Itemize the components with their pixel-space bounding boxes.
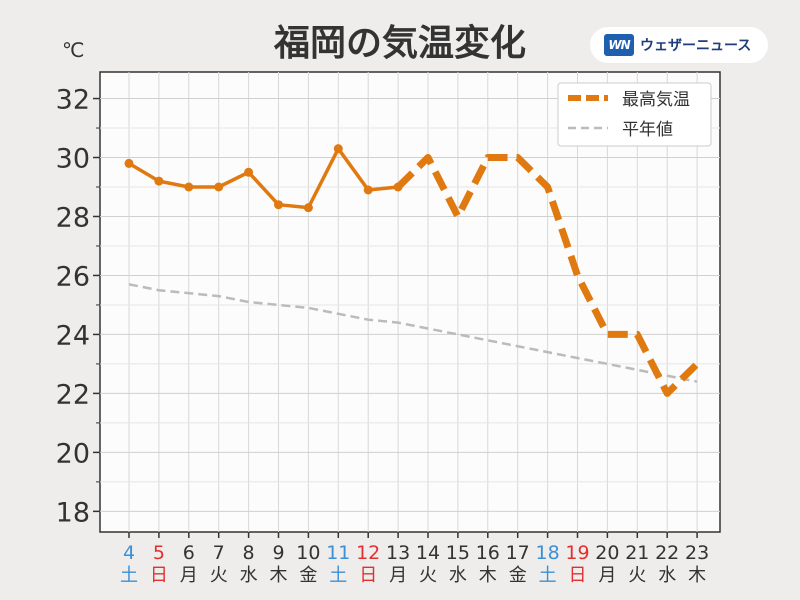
y-tick-label: 22 — [56, 379, 90, 410]
series-max-temp — [124, 144, 700, 397]
y-tick-label: 28 — [56, 202, 90, 233]
max-temp-point — [214, 182, 224, 192]
y-tick-label: 20 — [56, 438, 90, 469]
x-tick-label-weekday: 水 — [449, 565, 467, 586]
max-temp-point — [154, 176, 164, 186]
x-tick-label-day: 12 — [356, 542, 380, 564]
max-temp-point — [184, 182, 194, 192]
x-tick-label-weekday: 水 — [240, 565, 258, 586]
x-tick-label-day: 19 — [565, 542, 589, 564]
y-tick-label: 24 — [56, 320, 90, 351]
x-tick-label-day: 20 — [595, 542, 619, 564]
x-axis: 4土5日6月7火8水9木10金11土12日13月14火15水16木17金18土1… — [120, 532, 709, 586]
x-tick-label-day: 15 — [446, 542, 470, 564]
x-tick-label-day: 14 — [416, 542, 440, 564]
x-tick-label-day: 5 — [153, 542, 165, 564]
y-tick-label: 26 — [56, 261, 90, 292]
normal-temp-line — [128, 283, 698, 383]
x-tick-label-day: 17 — [506, 542, 530, 564]
x-tick-label-weekday: 土 — [120, 565, 138, 586]
grid — [100, 72, 720, 532]
max-temp-point — [274, 200, 283, 210]
legend: 最高気温 平年値 — [557, 82, 712, 147]
x-tick-label-day: 11 — [326, 542, 350, 564]
legend-max-temp-label: 最高気温 — [622, 90, 690, 110]
x-tick-label-weekday: 月 — [180, 565, 198, 586]
max-temp-point — [363, 185, 373, 195]
x-tick-label-weekday: 土 — [329, 565, 347, 586]
y-tick-label: 30 — [56, 144, 90, 175]
x-tick-label-day: 10 — [296, 542, 320, 564]
y-tick-label: 18 — [56, 497, 90, 528]
max-temp-observed-line — [128, 146, 399, 210]
x-tick-label-day: 9 — [272, 542, 284, 564]
x-tick-label-weekday: 日 — [150, 565, 168, 586]
x-tick-label-weekday: 月 — [598, 565, 616, 586]
x-tick-label-weekday: 日 — [359, 565, 377, 586]
max-temp-point — [303, 203, 313, 213]
max-temp-point — [333, 144, 343, 154]
x-tick-label-day: 8 — [243, 542, 255, 564]
x-tick-label-weekday: 金 — [299, 565, 317, 586]
max-temp-point — [244, 167, 254, 177]
max-temp-forecast-line — [395, 154, 700, 397]
x-tick-label-day: 4 — [123, 542, 135, 564]
y-axis: 18 20 22 24 26 28 30 32 — [56, 85, 100, 528]
x-tick-label-day: 18 — [536, 542, 560, 564]
x-tick-label-day: 21 — [625, 542, 649, 564]
max-temp-point — [393, 182, 403, 192]
x-tick-label-weekday: 木 — [270, 565, 288, 586]
x-tick-label-day: 23 — [685, 542, 709, 564]
x-tick-label-day: 22 — [655, 542, 679, 564]
chart-title: 福岡の気温変化 — [273, 23, 526, 64]
x-tick-label-day: 6 — [183, 542, 195, 564]
weathernews-logo: WN ウェザーニュース — [590, 27, 768, 63]
x-tick-label-weekday: 日 — [569, 565, 587, 586]
max-temp-point — [124, 158, 134, 168]
x-tick-label-weekday: 火 — [628, 565, 646, 586]
x-tick-label-day: 13 — [386, 542, 410, 564]
legend-normal-temp-label: 平年値 — [622, 120, 673, 140]
x-tick-label-weekday: 月 — [389, 565, 407, 586]
x-tick-label-day: 16 — [476, 542, 500, 564]
series-normal-temp — [128, 283, 698, 383]
x-tick-label-weekday: 火 — [210, 565, 228, 586]
logo-mark-icon: WN — [604, 34, 634, 56]
y-axis-unit: ℃ — [62, 38, 85, 62]
x-tick-label-weekday: 火 — [419, 565, 437, 586]
y-tick-label: 32 — [56, 85, 90, 116]
x-tick-label-day: 7 — [213, 542, 225, 564]
plot-area — [99, 71, 721, 533]
x-tick-label-weekday: 木 — [688, 565, 706, 586]
x-tick-label-weekday: 水 — [658, 565, 676, 586]
x-tick-label-weekday: 金 — [509, 565, 527, 586]
logo-text: ウェザーニュース — [640, 38, 752, 54]
x-tick-label-weekday: 土 — [539, 565, 557, 586]
x-tick-label-weekday: 木 — [479, 565, 497, 586]
